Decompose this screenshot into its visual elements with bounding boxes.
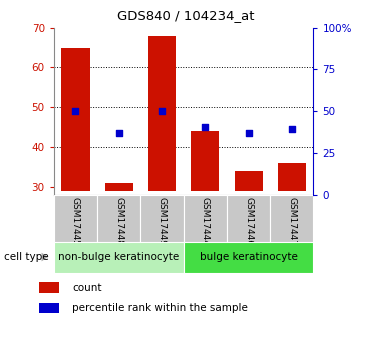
Bar (54, 195, 97, 242)
Bar (54, 241, 184, 273)
Bar (61, 48, 89, 191)
Bar (39, 303, 59, 313)
Bar (39, 282, 59, 293)
Bar (191, 131, 219, 191)
Text: bulge keratinocyte: bulge keratinocyte (200, 252, 298, 262)
Text: cell type: cell type (4, 252, 48, 262)
Text: GSM17445: GSM17445 (71, 197, 80, 246)
Point (72, 108, 78, 114)
Bar (105, 183, 133, 191)
Point (159, 108, 165, 114)
Bar (184, 195, 227, 242)
Point (116, 130, 122, 136)
Bar (148, 36, 176, 191)
Bar (184, 241, 313, 273)
Text: GSM17446: GSM17446 (244, 197, 253, 246)
Text: GSM17449: GSM17449 (158, 197, 167, 246)
Bar (278, 163, 306, 191)
Bar (140, 195, 184, 242)
Text: GSM17444: GSM17444 (201, 197, 210, 246)
Text: GSM17447: GSM17447 (288, 197, 296, 246)
Point (289, 126, 295, 132)
Polygon shape (42, 253, 48, 262)
Text: GDS840 / 104234_at: GDS840 / 104234_at (117, 9, 254, 22)
Text: percentile rank within the sample: percentile rank within the sample (72, 303, 248, 313)
Bar (97, 195, 140, 242)
Bar (234, 171, 263, 191)
Text: GSM17448: GSM17448 (114, 197, 123, 246)
Bar (270, 195, 313, 242)
Bar (227, 195, 270, 242)
Point (202, 125, 208, 130)
Point (246, 130, 252, 136)
Text: non-bulge keratinocyte: non-bulge keratinocyte (58, 252, 179, 262)
Text: count: count (72, 283, 102, 293)
